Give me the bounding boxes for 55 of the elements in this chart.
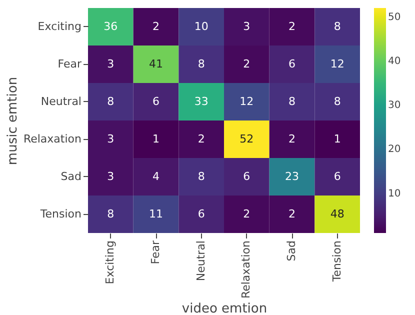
data-label: 8: [198, 57, 205, 70]
data-label: 3: [107, 132, 114, 146]
data-label: 1: [334, 132, 341, 146]
data-label: 11: [149, 207, 163, 220]
data-label: 8: [288, 94, 296, 108]
color-bar-label: 20: [388, 144, 401, 156]
data-label: 52: [240, 132, 254, 146]
y-tick-label: Sad: [60, 170, 82, 183]
data-label: 2: [243, 57, 250, 70]
data-label: 2: [288, 132, 296, 146]
x-tick-label: Relaxation: [240, 240, 253, 299]
data-label: 12: [330, 57, 344, 70]
x-tick-label: Tension: [330, 240, 344, 283]
data-label: 8: [198, 170, 205, 183]
data-label: 10: [194, 20, 208, 33]
data-label: 36: [104, 20, 118, 33]
data-label: 2: [152, 20, 160, 33]
color-bar-label: 30: [388, 100, 401, 112]
data-label: 2: [288, 20, 296, 33]
data-label: 8: [107, 207, 114, 220]
data-label: 1: [152, 132, 160, 146]
data-label: 8: [334, 94, 341, 108]
data-label: 2: [243, 207, 250, 220]
data-label: 48: [330, 207, 344, 220]
data-label: 8: [107, 94, 114, 108]
data-label: 8: [334, 20, 341, 33]
x-tick-label: Sad: [285, 240, 298, 262]
y-axis-title: music emtion: [5, 76, 20, 166]
data-label: 3: [107, 170, 114, 183]
color-bar-label: 50: [388, 12, 401, 23]
data-label: 6: [152, 94, 160, 108]
color-bar-label: 40: [388, 56, 401, 67]
color-bar-label: 10: [388, 188, 401, 200]
x-tick-label: Neutral: [194, 240, 208, 282]
data-label: 6: [334, 170, 341, 183]
data-label: 41: [149, 57, 163, 70]
data-label: 4: [152, 170, 160, 183]
data-label: 33: [194, 94, 208, 108]
y-tick-label: Exciting: [38, 20, 82, 33]
y-tick-label: Relaxation: [23, 132, 82, 146]
data-label: 6: [288, 57, 296, 70]
y-tick-label: Tension: [39, 207, 82, 220]
data-label: 23: [285, 170, 299, 183]
x-axis-title: video emtion: [182, 302, 268, 315]
y-tick-label: Neutral: [40, 94, 82, 108]
data-label: 6: [243, 170, 250, 183]
data-label: 3: [243, 20, 250, 33]
data-label: 3: [107, 57, 114, 70]
x-tick-label: Fear: [149, 240, 162, 264]
data-label: 2: [198, 132, 205, 146]
data-label: 2: [288, 207, 296, 220]
data-label: 12: [240, 94, 254, 108]
x-tick-label: Exciting: [104, 240, 117, 284]
y-tick-label: Fear: [58, 57, 82, 70]
data-label: 6: [198, 207, 205, 220]
